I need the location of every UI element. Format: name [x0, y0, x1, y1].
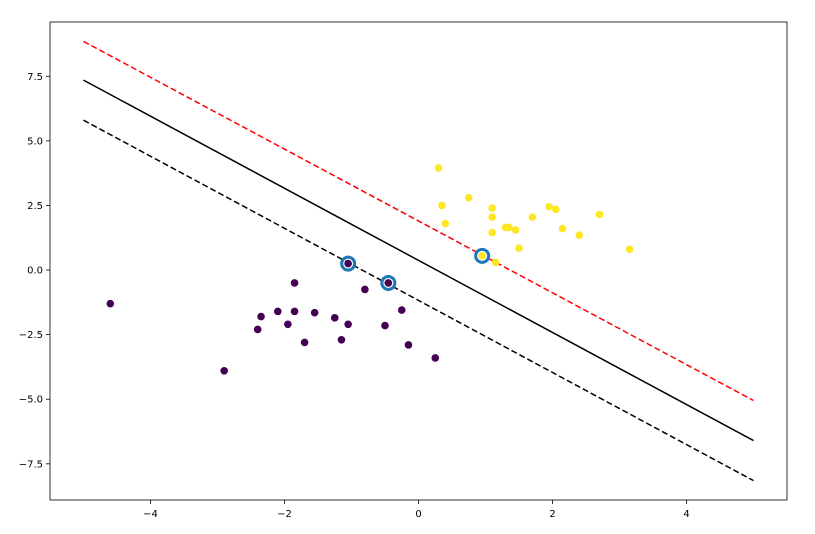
x-tick-label: −2: [277, 509, 292, 520]
class-0-point: [253, 325, 262, 334]
class-0-point: [344, 320, 352, 329]
class-0-point: [330, 314, 339, 322]
y-tick-label: 5.0: [27, 136, 43, 147]
support-vector-marker: [340, 255, 357, 272]
class-0-point: [431, 354, 440, 362]
class-1-point: [488, 213, 497, 221]
class-1-point: [515, 244, 523, 252]
x-tick-label: 2: [549, 509, 555, 520]
class-0-point: [220, 367, 228, 375]
axes-layer: −4 −2 0 2 4 7.5 5.0 2.5 0.0 −2.5 −5.0 −7.5: [19, 21, 788, 520]
y-tick-label: 2.5: [27, 201, 43, 212]
class-1-point: [545, 202, 553, 211]
margin-lower-line: [83, 119, 754, 482]
class-1-point: [625, 245, 634, 254]
class-1-point: [478, 252, 486, 260]
class-0-point: [106, 299, 115, 308]
class-0-point: [290, 279, 299, 287]
class-0-point: [257, 312, 265, 321]
class-1-point: [505, 223, 513, 232]
class-1-point: [434, 164, 443, 172]
class-1-point: [464, 193, 473, 202]
class-1-point: [488, 204, 497, 212]
class-1-point: [528, 213, 537, 221]
class-0-point: [397, 306, 406, 314]
margin-upper-line: [83, 40, 754, 402]
class-0-point: [381, 321, 389, 330]
support-vector-marker: [380, 274, 397, 291]
support-vector-marker: [474, 247, 491, 264]
class-1-point: [438, 201, 446, 210]
class-0-point: [290, 307, 299, 316]
class-1-point: [558, 224, 567, 233]
decision-boundary-line: [83, 79, 754, 442]
y-tick-label: −2.5: [19, 330, 43, 341]
class-0-point: [310, 308, 319, 317]
plot-layer: [83, 40, 754, 482]
class-1-point: [552, 205, 560, 214]
y-tick-label: −5.0: [19, 395, 43, 406]
class-0-point: [404, 341, 413, 349]
class-0-point: [361, 285, 369, 294]
class-0-point: [344, 259, 352, 268]
y-tick-label: −7.5: [19, 459, 43, 470]
class-0-point: [384, 279, 393, 287]
x-tick-label: −4: [143, 509, 158, 520]
y-tick-label: 0.0: [27, 266, 43, 277]
class-0-point: [337, 336, 346, 344]
x-tick-label: 0: [415, 509, 421, 520]
x-tick-label: 4: [683, 509, 689, 520]
class-1-point: [441, 219, 450, 228]
class-1-point: [511, 226, 520, 234]
class-1-point: [595, 210, 604, 219]
class-0-point: [300, 338, 309, 347]
class-1-point: [491, 258, 500, 267]
class-0-point: [284, 320, 292, 329]
class-1-point: [575, 231, 584, 239]
class-0-point: [274, 307, 282, 316]
y-tick-label: 7.5: [27, 72, 43, 83]
class-1-point: [488, 228, 497, 237]
